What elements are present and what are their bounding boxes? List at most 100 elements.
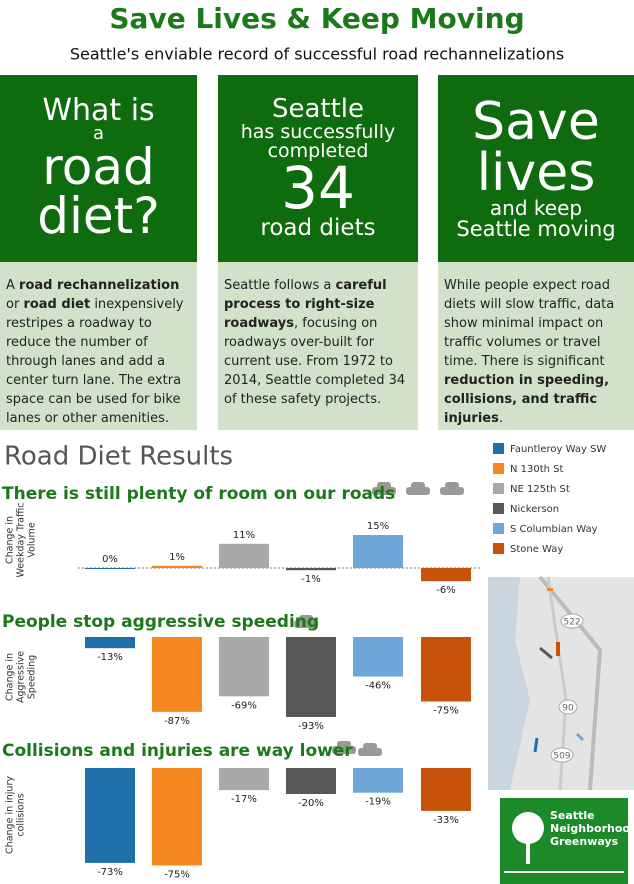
heading-line: road	[42, 138, 155, 196]
value-label: -6%	[436, 585, 455, 596]
highway	[538, 575, 603, 791]
legend-swatch	[493, 483, 504, 494]
shield	[550, 747, 574, 763]
bar	[85, 768, 135, 863]
legend-swatch	[493, 543, 504, 554]
legend-label: Nickerson	[510, 504, 559, 515]
tree	[526, 840, 530, 864]
y-axis-label: Change in injury	[5, 776, 16, 854]
body-bold: road diet	[23, 297, 91, 312]
heading-line: road diets	[260, 214, 376, 241]
heading-line: lives	[476, 143, 596, 204]
value-label: -75%	[433, 706, 459, 717]
bar	[85, 568, 135, 569]
shield	[560, 613, 584, 629]
logo-text: Seattle	[550, 809, 595, 822]
y-axis-label: Volume	[27, 522, 38, 557]
body-text: or	[6, 297, 24, 312]
bar	[353, 768, 403, 793]
legend-label: S Columbian Way	[510, 524, 598, 535]
y-axis-label: Change in	[5, 516, 16, 564]
body-text: .	[498, 411, 503, 426]
heading-line: Seattle moving	[456, 216, 616, 241]
chart-title: People stop aggressive speeding	[2, 612, 319, 632]
bar	[219, 768, 269, 791]
legend-label: Fauntleroy Way SW	[510, 444, 606, 455]
subtitle: Seattle's enviable record of successful …	[70, 45, 564, 64]
route	[547, 588, 553, 591]
value-label: -73%	[97, 867, 123, 878]
y-axis-label: Speeding	[27, 655, 38, 699]
y-axis-label: Weekday Traffic	[16, 502, 27, 577]
heading-line: Save	[472, 92, 600, 153]
heading-line: and keep	[489, 196, 583, 221]
y-axis-label: collisions	[16, 793, 27, 836]
map-label: 90	[562, 704, 574, 714]
bar	[85, 637, 135, 649]
route	[533, 737, 539, 753]
chart-title: Collisions and injuries are way lower	[2, 741, 353, 761]
title: Save Lives & Keep Moving	[109, 2, 524, 35]
route	[539, 646, 553, 660]
value-label: -87%	[164, 716, 190, 727]
value-label: 1%	[169, 552, 185, 563]
bar	[353, 535, 403, 568]
value-label: 15%	[367, 521, 389, 532]
bar	[353, 637, 403, 677]
heading-line: a	[92, 123, 105, 145]
bar	[152, 637, 202, 712]
value-label: 0%	[102, 554, 118, 565]
route	[575, 732, 585, 742]
chart-title: There is still plenty of room on our roa…	[2, 484, 395, 504]
heading-line: What is	[42, 92, 155, 128]
body-text: inexpensively restripes a roadway to red…	[6, 297, 184, 426]
body-text: , focusing on roadways over-built for cu…	[224, 316, 406, 407]
value-label: -17%	[231, 794, 257, 805]
value-label: -75%	[164, 870, 190, 881]
body-text: Seattle follows a	[224, 278, 336, 293]
panel-heading: Save lives and keep Seattle moving	[438, 75, 634, 262]
heading-line: completed	[267, 139, 369, 162]
legend-swatch	[493, 523, 504, 534]
bar	[286, 637, 336, 717]
value-label: -19%	[365, 797, 391, 808]
body-bold: careful process to right-size roadways	[224, 278, 387, 331]
panel-heading: What is a road diet?	[0, 75, 197, 262]
panel-body: Seattle follows a careful process to rig…	[218, 262, 418, 430]
shield	[558, 699, 578, 715]
map-label: 509	[553, 752, 570, 762]
body-text: A	[6, 278, 20, 293]
legend-label: N 130th St	[510, 464, 564, 475]
water	[488, 577, 530, 790]
route	[556, 642, 560, 656]
panel-body: A road rechannelization or road diet ine…	[0, 262, 197, 430]
panel-heading: Seattle has successfully completed 34 road d…	[218, 75, 418, 262]
bar	[421, 768, 471, 811]
legend-swatch	[493, 443, 504, 454]
heading-line: diet?	[37, 187, 160, 245]
panel-body: While people expect road diets will slow…	[438, 262, 634, 430]
value-label: -46%	[365, 681, 391, 692]
section-title: Road Diet Results	[4, 442, 233, 472]
map-label: 522	[563, 618, 580, 628]
map: 522 90 509	[488, 575, 634, 791]
value-label: -20%	[298, 798, 324, 809]
body-bold: road rechannelization	[19, 278, 180, 293]
value-label: -13%	[97, 652, 123, 663]
bar	[152, 565, 202, 568]
heading-line: 34	[281, 154, 355, 223]
value-label: -1%	[301, 574, 320, 585]
logo-text: Neighborhood	[550, 822, 634, 835]
legend-label: NE 125th St	[510, 484, 570, 495]
bar	[219, 637, 269, 697]
y-axis-label: Change in	[5, 653, 16, 701]
bar	[219, 543, 269, 568]
logo-text: Greenways	[550, 835, 619, 848]
tree	[512, 812, 544, 844]
y-axis-label: Aggressive	[16, 651, 27, 703]
bar	[421, 637, 471, 702]
heading-line: Seattle	[271, 94, 365, 125]
legend-swatch	[493, 463, 504, 474]
